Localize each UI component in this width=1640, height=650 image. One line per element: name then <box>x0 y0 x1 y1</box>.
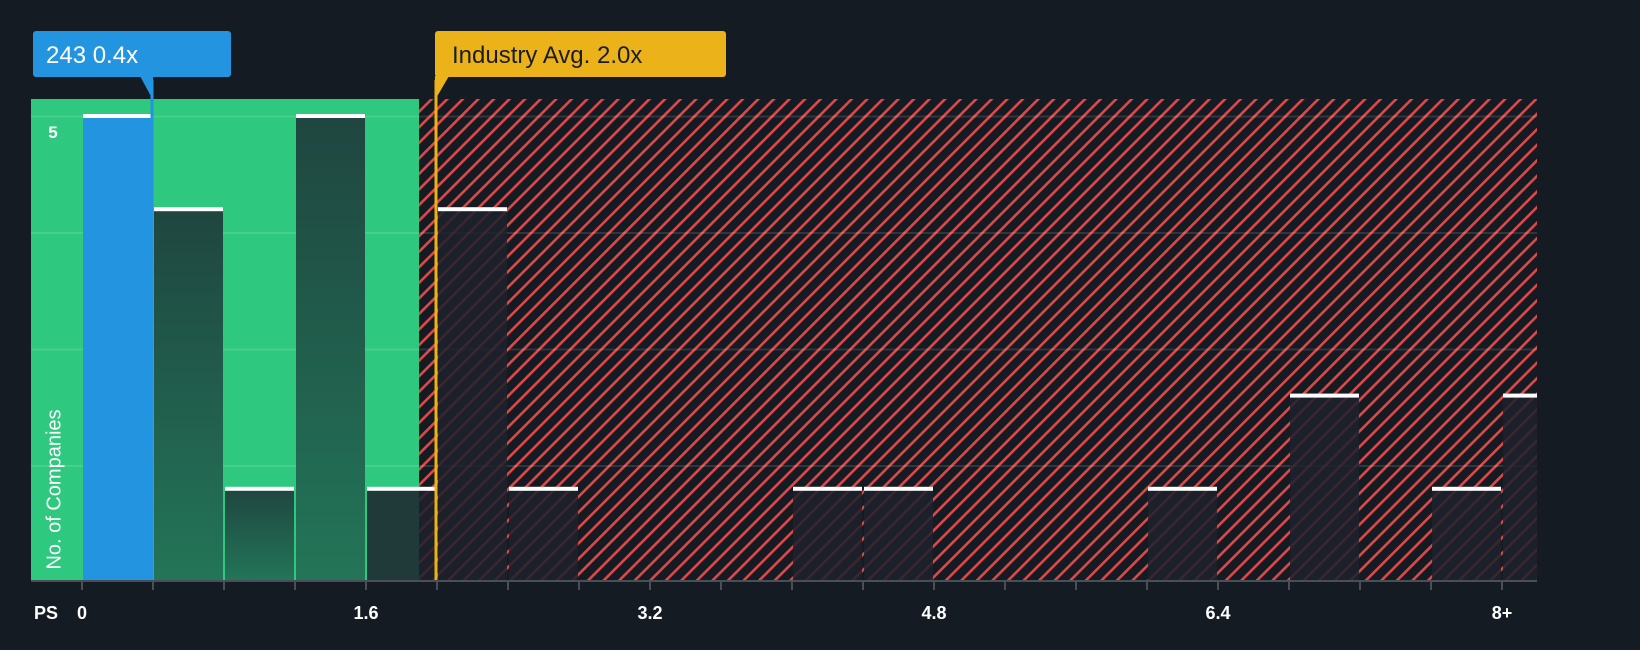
bar-cap <box>1290 393 1359 398</box>
industry-callout-label: Industry Avg. 2.0x <box>452 42 642 69</box>
industry-callout-pointer <box>435 76 449 100</box>
histogram-bar <box>83 116 152 580</box>
histogram-bar <box>793 488 862 580</box>
bar-cap <box>154 207 223 212</box>
bar-cap <box>864 486 933 491</box>
company-callout-label: 243 0.4x <box>46 42 138 69</box>
x-tick-label: 0 <box>77 603 87 623</box>
industry-callout <box>435 31 726 77</box>
bar-cap <box>225 486 294 491</box>
histogram-bar <box>296 116 365 580</box>
histogram-bar <box>1148 488 1217 580</box>
bar-cap <box>83 114 152 118</box>
histogram-bar <box>438 209 507 580</box>
y-tick-label: 5 <box>48 123 57 142</box>
x-axis: 5 0 1.6 3.2 4.8 6.4 8+ PS <box>31 123 1537 623</box>
bar-cap <box>296 114 365 118</box>
histogram-bar <box>864 488 933 580</box>
histogram-bar <box>1432 488 1501 580</box>
x-tick-label: 3.2 <box>637 603 662 623</box>
x-tick-label: 6.4 <box>1205 603 1230 623</box>
histogram-bar <box>1290 395 1359 580</box>
x-tick-label: 4.8 <box>921 603 946 623</box>
histogram-bars <box>83 114 1537 580</box>
bar-cap <box>367 486 436 491</box>
histogram-bar <box>1503 395 1537 580</box>
bar-cap <box>793 486 862 491</box>
bar-cap <box>438 207 507 212</box>
value-markers: 243 0.4x Industry Avg. 2.0x <box>33 31 726 580</box>
company-callout <box>33 31 231 77</box>
histogram-bar <box>367 488 436 580</box>
bar-cap <box>1432 486 1501 491</box>
histogram-bar <box>509 488 578 580</box>
y-axis-title: No. of Companies <box>43 409 66 570</box>
x-tick-label: 1.6 <box>353 603 378 623</box>
bar-cap <box>1503 393 1537 398</box>
bar-cap <box>509 486 578 491</box>
company-callout-pointer <box>140 76 153 100</box>
x-tick-label: 8+ <box>1492 603 1513 623</box>
bar-cap <box>1148 486 1217 491</box>
x-axis-title: PS <box>34 603 58 623</box>
histogram-bar <box>225 488 294 580</box>
overvalued-zone <box>419 99 1537 580</box>
y-axis-label: No. of Companies <box>40 400 70 580</box>
histogram-bar <box>154 209 223 580</box>
gridlines <box>31 115 1537 467</box>
